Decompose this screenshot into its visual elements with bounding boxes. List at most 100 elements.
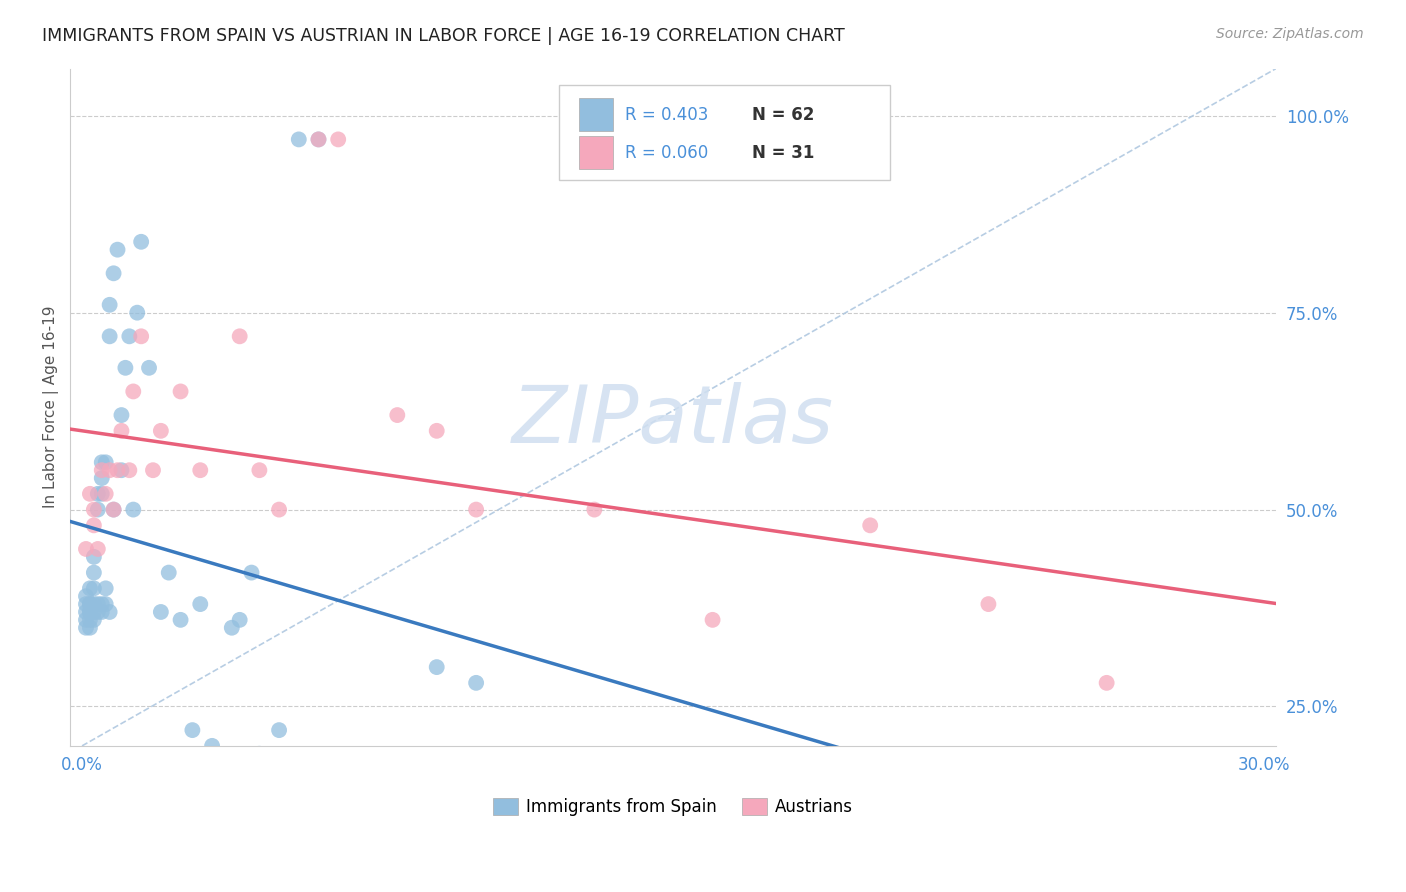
Point <box>977 597 1000 611</box>
Point <box>129 329 152 343</box>
Point <box>114 360 136 375</box>
Point <box>103 502 125 516</box>
Point <box>90 471 112 485</box>
Text: N = 62: N = 62 <box>752 105 814 124</box>
Point <box>188 463 211 477</box>
Point <box>142 463 165 477</box>
Point <box>465 676 488 690</box>
Point <box>79 621 101 635</box>
Point <box>127 306 149 320</box>
Point <box>75 541 97 556</box>
Point <box>1095 676 1118 690</box>
Point <box>188 597 211 611</box>
Point <box>90 487 112 501</box>
Point <box>328 132 350 146</box>
Point <box>83 549 105 564</box>
Text: R = 0.403: R = 0.403 <box>624 105 709 124</box>
Point <box>83 597 105 611</box>
Point <box>83 502 105 516</box>
Point <box>75 589 97 603</box>
Point <box>98 298 121 312</box>
Point <box>149 605 172 619</box>
Point <box>228 613 250 627</box>
Point <box>94 597 117 611</box>
Point <box>79 597 101 611</box>
Point <box>79 487 101 501</box>
Point <box>75 597 97 611</box>
Point <box>118 463 141 477</box>
Point <box>75 605 97 619</box>
Point <box>87 541 110 556</box>
Point <box>79 605 101 619</box>
Point <box>387 770 409 784</box>
Point <box>247 463 270 477</box>
Point <box>426 660 449 674</box>
Point <box>87 502 110 516</box>
Point <box>87 487 110 501</box>
Point <box>75 621 97 635</box>
Point <box>118 329 141 343</box>
Legend: Immigrants from Spain, Austrians: Immigrants from Spain, Austrians <box>486 791 860 823</box>
Point <box>228 329 250 343</box>
Point <box>308 132 330 146</box>
Point <box>83 518 105 533</box>
Point <box>90 463 112 477</box>
Point <box>79 582 101 596</box>
Point <box>83 613 105 627</box>
Point <box>94 487 117 501</box>
Point <box>387 408 409 422</box>
Point <box>240 566 263 580</box>
Point <box>288 132 311 146</box>
Text: IMMIGRANTS FROM SPAIN VS AUSTRIAN IN LABOR FORCE | AGE 16-19 CORRELATION CHART: IMMIGRANTS FROM SPAIN VS AUSTRIAN IN LAB… <box>42 27 845 45</box>
Point <box>75 613 97 627</box>
Point <box>79 597 101 611</box>
Point <box>94 582 117 596</box>
Point <box>859 518 882 533</box>
Point <box>267 723 290 738</box>
FancyBboxPatch shape <box>579 98 613 131</box>
Point <box>347 755 370 769</box>
Point <box>98 329 121 343</box>
Point <box>94 455 117 469</box>
Point <box>110 463 132 477</box>
Point <box>169 384 191 399</box>
FancyBboxPatch shape <box>558 86 890 180</box>
Point <box>129 235 152 249</box>
Point <box>103 266 125 280</box>
Text: Source: ZipAtlas.com: Source: ZipAtlas.com <box>1216 27 1364 41</box>
Point <box>87 605 110 619</box>
Point <box>79 613 101 627</box>
Point <box>157 566 180 580</box>
Point <box>149 424 172 438</box>
Point <box>90 605 112 619</box>
Text: ZIPatlas: ZIPatlas <box>512 382 834 459</box>
Point <box>426 424 449 438</box>
Point <box>181 723 204 738</box>
Point <box>247 747 270 761</box>
Text: N = 31: N = 31 <box>752 144 814 161</box>
Point <box>138 360 160 375</box>
Point <box>83 605 105 619</box>
Point <box>98 463 121 477</box>
Point <box>83 566 105 580</box>
Point <box>221 621 243 635</box>
Point <box>79 605 101 619</box>
Text: R = 0.060: R = 0.060 <box>624 144 709 161</box>
Point <box>83 582 105 596</box>
Point <box>122 384 145 399</box>
Point <box>87 597 110 611</box>
Y-axis label: In Labor Force | Age 16-19: In Labor Force | Age 16-19 <box>44 306 59 508</box>
Point <box>702 613 724 627</box>
Point <box>201 739 224 753</box>
FancyBboxPatch shape <box>579 136 613 169</box>
Point <box>465 502 488 516</box>
Point <box>107 243 129 257</box>
Point <box>90 597 112 611</box>
Point <box>169 613 191 627</box>
Point <box>98 605 121 619</box>
Point <box>208 755 231 769</box>
Point <box>103 502 125 516</box>
Point <box>90 455 112 469</box>
Point <box>110 424 132 438</box>
Point <box>308 132 330 146</box>
